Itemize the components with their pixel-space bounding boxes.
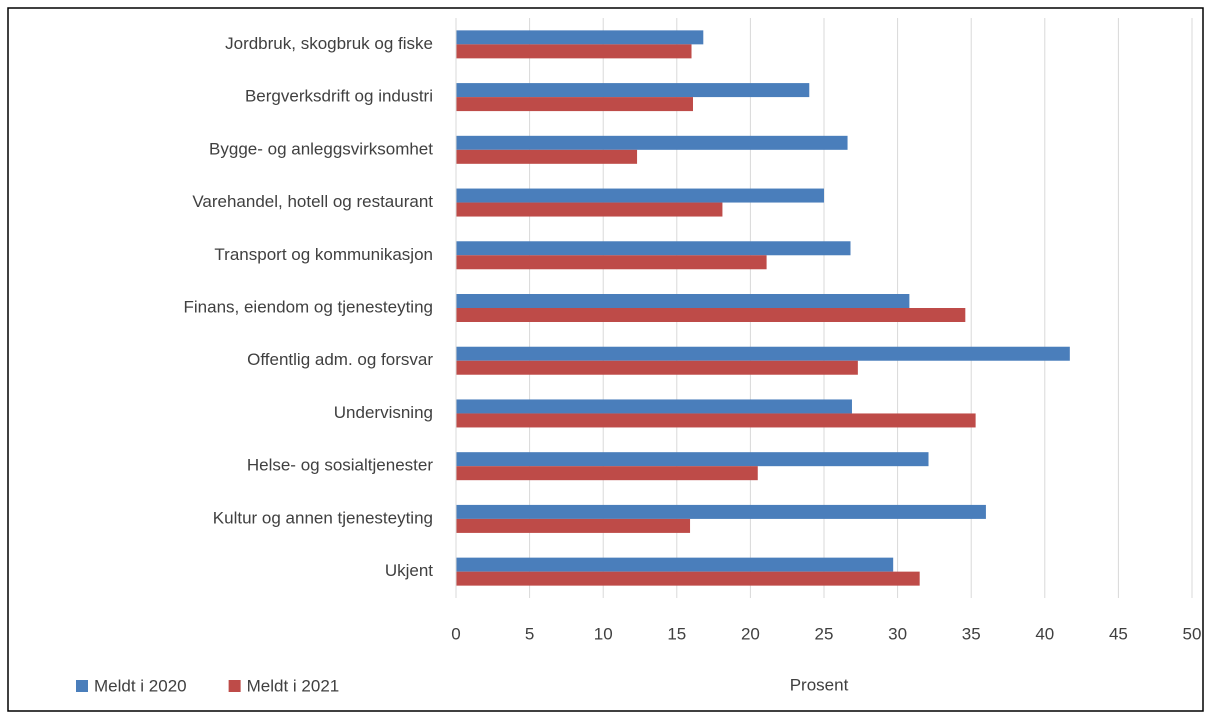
x-tick-label: 35 [962,624,981,643]
y-tick-label: Bergverksdrift og industri [245,87,433,106]
bar [456,399,852,414]
legend-swatch [76,680,88,692]
bar [456,30,704,45]
x-tick-label: 20 [741,624,760,643]
x-tick-label: 10 [594,624,613,643]
x-tick-label: 45 [1109,624,1128,643]
bar [456,452,929,467]
x-tick-label: 5 [525,624,534,643]
bar [456,241,851,256]
y-tick-label: Undervisning [334,403,433,422]
x-tick-label: 40 [1035,624,1054,643]
legend-swatch [228,680,241,692]
bar [456,255,767,270]
x-tick-label: 30 [888,624,907,643]
bar [456,518,691,533]
bar [456,504,986,519]
bar [456,466,758,481]
x-axis-title: Prosent [790,675,849,694]
bar [456,83,810,98]
bar [456,135,848,150]
y-tick-label: Helse- og sosialtjenester [247,456,433,475]
x-tick-label: 0 [451,624,460,643]
x-tick-label: 50 [1183,624,1202,643]
y-tick-label: Jordbruk, skogbruk og fiske [225,34,433,53]
y-tick-label: Finans, eiendom og tjenesteyting [184,297,434,316]
bar [456,308,966,322]
bar [456,413,976,428]
bar [456,188,824,203]
y-tick-label: Ukjent [385,561,433,580]
legend-label: Meldt i 2021 [247,676,340,695]
bar [456,360,858,375]
bar [456,97,693,112]
y-tick-label: Varehandel, hotell og restaurant [192,192,433,211]
legend-label: Meldt i 2020 [94,676,187,695]
bar [456,202,723,217]
y-tick-label: Transport og kommunikasjon [214,245,433,264]
bar [456,557,894,572]
y-tick-label: Kultur og annen tjenesteyting [213,508,433,527]
bar [456,44,692,59]
y-tick-label: Offentlig adm. og forsvar [247,350,433,369]
bar [456,346,1070,361]
bar [456,571,920,586]
x-tick-label: 15 [667,624,686,643]
bar [456,294,910,308]
bar [456,149,638,164]
y-tick-label: Bygge- og anleggsvirksomhet [209,139,433,158]
x-tick-label: 25 [815,624,834,643]
